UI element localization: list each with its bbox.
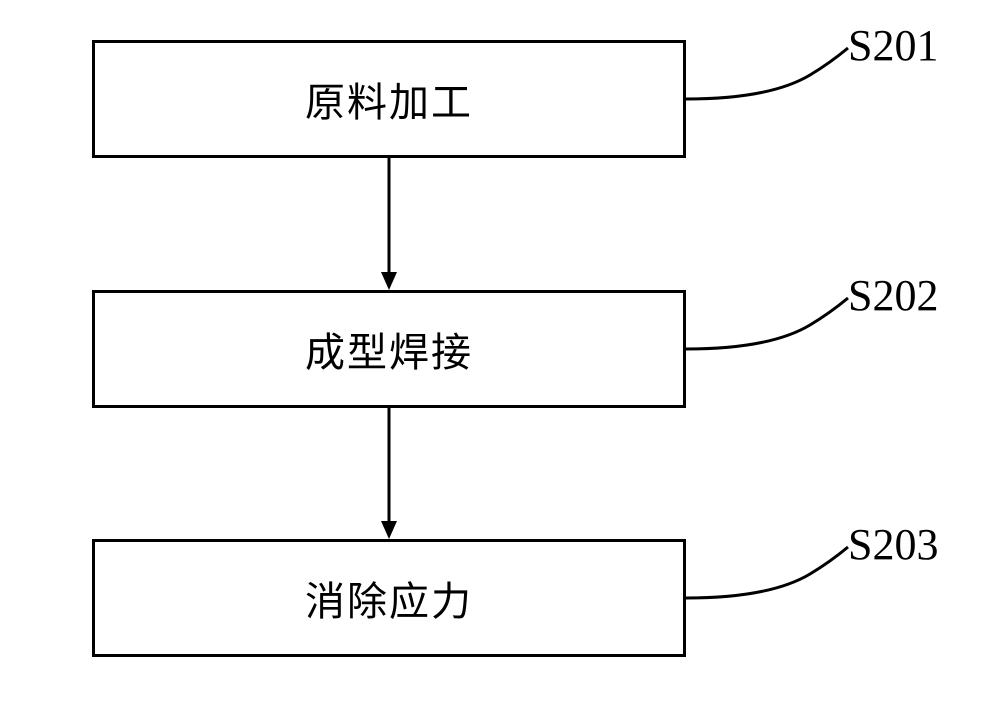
flowchart-container: 原料加工 S201 成型焊接 S202 消除应力 S203 — [0, 0, 1000, 726]
callout-3 — [0, 0, 1000, 726]
step-label-3: S203 — [848, 519, 938, 570]
